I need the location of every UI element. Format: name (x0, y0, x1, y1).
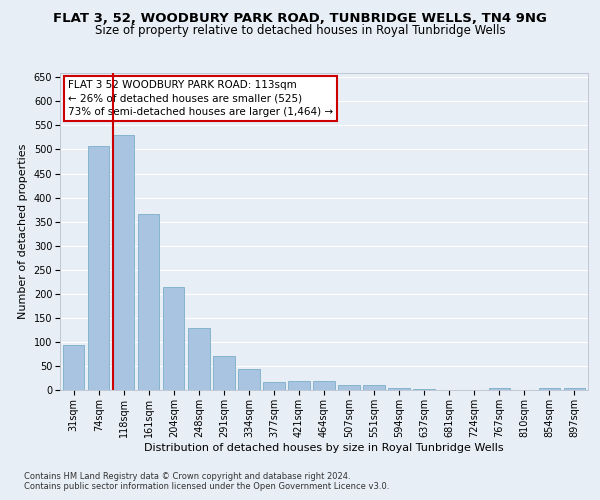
Bar (263, 382, 284, 390)
Bar (488, 388, 510, 390)
Bar (539, 388, 560, 390)
Bar (313, 381, 335, 390)
Text: FLAT 3 52 WOODBURY PARK ROAD: 113sqm
← 26% of detached houses are smaller (525)
: FLAT 3 52 WOODBURY PARK ROAD: 113sqm ← 2… (68, 80, 333, 117)
Bar (213, 356, 235, 390)
Text: Contains HM Land Registry data © Crown copyright and database right 2024.: Contains HM Land Registry data © Crown c… (24, 472, 350, 481)
Bar (338, 385, 359, 390)
Y-axis label: Number of detached properties: Number of detached properties (18, 144, 28, 319)
Text: Contains public sector information licensed under the Open Government Licence v3: Contains public sector information licen… (24, 482, 389, 491)
Bar (238, 370, 260, 390)
Bar (63, 346, 85, 390)
Bar (388, 388, 410, 390)
Bar (364, 385, 385, 390)
Bar (163, 286, 184, 390)
Bar (113, 135, 134, 390)
Bar (289, 381, 310, 390)
Bar (138, 214, 160, 390)
Text: Size of property relative to detached houses in Royal Tunbridge Wells: Size of property relative to detached ho… (95, 24, 505, 37)
Bar (413, 389, 435, 390)
Text: FLAT 3, 52, WOODBURY PARK ROAD, TUNBRIDGE WELLS, TN4 9NG: FLAT 3, 52, WOODBURY PARK ROAD, TUNBRIDG… (53, 12, 547, 26)
Bar (563, 388, 585, 390)
X-axis label: Distribution of detached houses by size in Royal Tunbridge Wells: Distribution of detached houses by size … (144, 442, 504, 452)
Bar (88, 146, 109, 390)
Bar (188, 328, 209, 390)
